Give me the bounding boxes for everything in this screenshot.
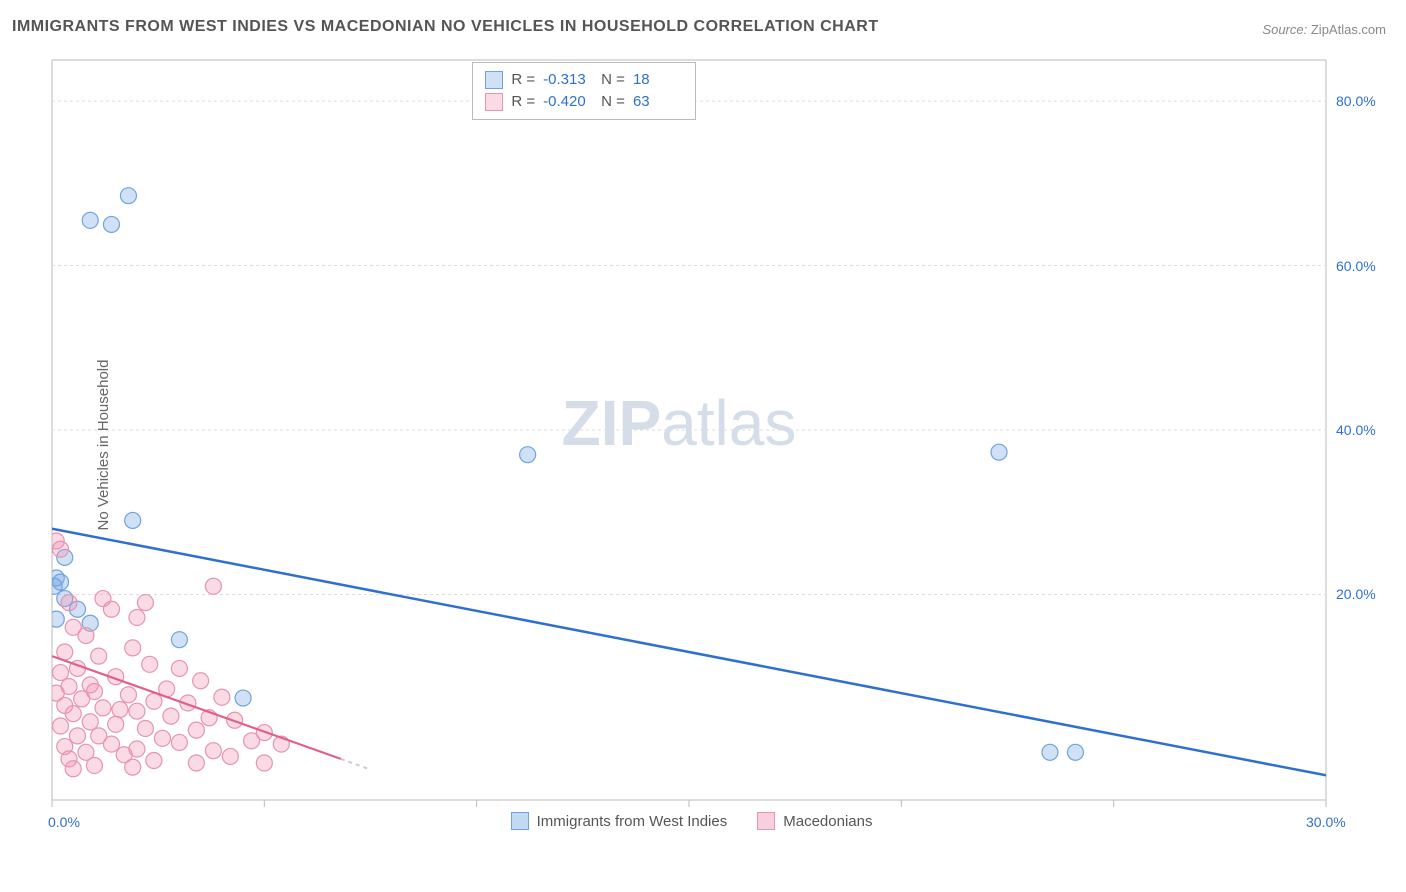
r-value: -0.313	[543, 69, 593, 91]
correlation-legend-row: R = -0.420 N = 63	[485, 91, 683, 113]
series-legend-label: Macedonians	[783, 813, 872, 830]
y-tick-label: 80.0%	[1336, 93, 1376, 109]
n-value: 18	[633, 69, 683, 91]
series-legend-label: Immigrants from West Indies	[537, 813, 728, 830]
x-tick-label: 0.0%	[48, 814, 80, 830]
y-axis-label: No Vehicles in Household	[95, 360, 112, 531]
correlation-legend: R = -0.313 N = 18 R = -0.420 N = 63	[472, 62, 696, 120]
legend-swatch	[485, 93, 503, 111]
n-label: N =	[601, 91, 625, 113]
x-tick-label: 30.0%	[1306, 814, 1346, 830]
y-tick-label: 40.0%	[1336, 422, 1376, 438]
series-legend: Immigrants from West Indies Macedonians	[511, 812, 873, 830]
legend-swatch	[511, 812, 529, 830]
source-attribution: Source: ZipAtlas.com	[1262, 22, 1386, 37]
chart-title: IMMIGRANTS FROM WEST INDIES VS MACEDONIA…	[12, 18, 879, 36]
legend-swatch	[485, 71, 503, 89]
n-label: N =	[601, 69, 625, 91]
n-value: 63	[633, 91, 683, 113]
legend-swatch	[757, 812, 775, 830]
r-label: R =	[511, 69, 535, 91]
correlation-legend-row: R = -0.313 N = 18	[485, 69, 683, 91]
series-legend-item: Macedonians	[757, 812, 872, 830]
r-value: -0.420	[543, 91, 593, 113]
source-value: ZipAtlas.com	[1311, 22, 1386, 37]
r-label: R =	[511, 91, 535, 113]
scatter-chart	[48, 50, 1386, 840]
y-tick-label: 60.0%	[1336, 258, 1376, 274]
y-tick-label: 20.0%	[1336, 586, 1376, 602]
source-label: Source:	[1262, 22, 1307, 37]
series-legend-item: Immigrants from West Indies	[511, 812, 728, 830]
plot-area: No Vehicles in Household ZIPatlas R =-0.…	[48, 50, 1386, 840]
